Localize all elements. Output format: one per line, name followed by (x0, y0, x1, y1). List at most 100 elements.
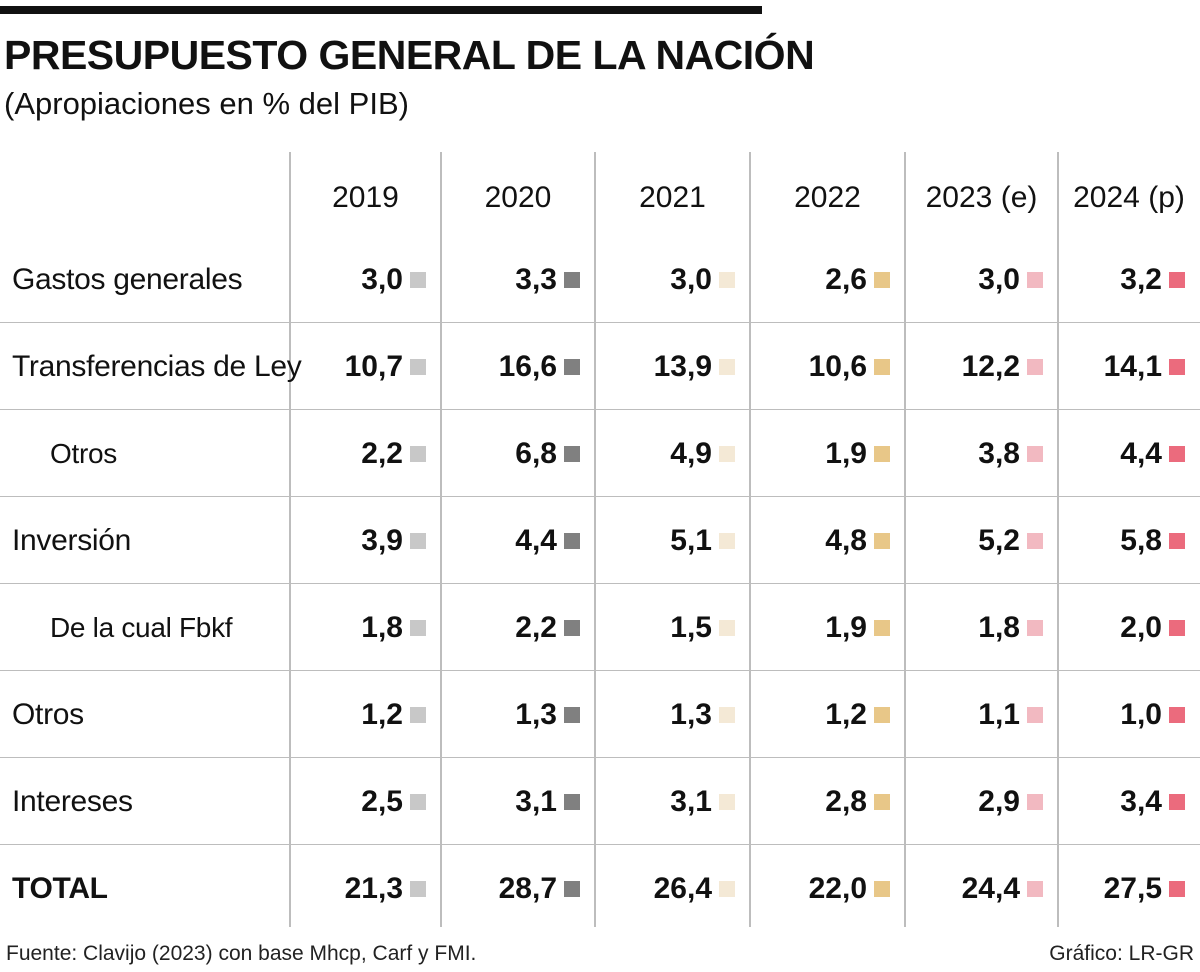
row-divider (0, 757, 1200, 758)
data-cell: 1,3 (595, 693, 738, 737)
row-label: Otros (50, 438, 117, 469)
color-marker (874, 794, 890, 810)
data-cell: 1,3 (441, 693, 583, 737)
data-cell: 1,1 (905, 693, 1046, 737)
color-marker (1027, 707, 1043, 723)
column-header: 2020 (484, 181, 552, 214)
column-header: 2022 (794, 181, 861, 214)
column-separator (749, 152, 751, 927)
value-label: 2,0 (1120, 611, 1162, 644)
graphic-credit: Gráfico: LR-GR (1049, 942, 1194, 965)
source-note: Fuente: Clavijo (2023) con base Mhcp, Ca… (6, 942, 477, 965)
value-label: 5,8 (1120, 524, 1162, 557)
data-cell: 28,7 (441, 867, 583, 911)
value-label: 26,4 (653, 872, 712, 905)
data-cell: 2,6 (750, 258, 893, 302)
data-cell: 5,2 (905, 519, 1046, 563)
value-label: 5,1 (670, 524, 712, 557)
data-cell: 21,3 (290, 867, 429, 911)
value-label: 10,6 (808, 350, 867, 383)
value-label: 4,4 (515, 524, 557, 557)
data-cell: 16,6 (441, 345, 583, 389)
color-marker (564, 794, 580, 810)
row-divider (0, 844, 1200, 845)
column-header: 2021 (639, 181, 706, 214)
data-cell: 3,1 (441, 780, 583, 824)
value-label: 3,9 (361, 524, 403, 557)
color-marker (1169, 533, 1185, 549)
color-marker (874, 620, 890, 636)
data-cell: 4,9 (595, 432, 738, 476)
data-cell: 27,5 (1058, 867, 1188, 911)
column-header: 2023 (e) (925, 181, 1038, 214)
value-label: 1,1 (978, 698, 1020, 731)
data-cell: 3,0 (595, 258, 738, 302)
color-marker (410, 620, 426, 636)
value-label: 2,8 (825, 785, 867, 818)
value-label: 1,8 (361, 611, 403, 644)
data-cell: 3,2 (1058, 258, 1188, 302)
color-marker (1169, 794, 1185, 810)
row-label: Intereses (12, 785, 133, 818)
color-marker (719, 794, 735, 810)
data-cell: 3,1 (595, 780, 738, 824)
value-label: 12,2 (961, 350, 1020, 383)
value-label: 3,4 (1120, 785, 1162, 818)
column-separator (904, 152, 906, 927)
color-marker (719, 272, 735, 288)
data-cell: 2,9 (905, 780, 1046, 824)
data-cell: 14,1 (1058, 345, 1188, 389)
color-marker (719, 533, 735, 549)
data-cell: 4,8 (750, 519, 893, 563)
data-cell: 24,4 (905, 867, 1046, 911)
color-marker (564, 533, 580, 549)
value-label: 21,3 (344, 872, 403, 905)
column-separator (440, 152, 442, 927)
data-cell: 1,2 (750, 693, 893, 737)
row-label: Gastos generales (12, 263, 243, 296)
color-marker (874, 446, 890, 462)
color-marker (1169, 359, 1185, 375)
value-label: 27,5 (1103, 872, 1162, 905)
color-marker (1027, 446, 1043, 462)
value-label: 1,9 (825, 437, 867, 470)
color-marker (1169, 446, 1185, 462)
color-marker (1027, 533, 1043, 549)
color-marker (410, 272, 426, 288)
value-label: 6,8 (515, 437, 557, 470)
value-label: 3,8 (978, 437, 1020, 470)
color-marker (564, 620, 580, 636)
data-cell: 1,0 (1058, 693, 1188, 737)
color-marker (1027, 272, 1043, 288)
value-label: 1,0 (1120, 698, 1162, 731)
value-label: 1,3 (670, 698, 712, 731)
data-cell: 6,8 (441, 432, 583, 476)
color-marker (1169, 707, 1185, 723)
data-cell: 1,5 (595, 606, 738, 650)
data-cell: 3,3 (441, 258, 583, 302)
data-cell: 1,9 (750, 432, 893, 476)
color-marker (1169, 881, 1185, 897)
value-label: 16,6 (498, 350, 557, 383)
color-marker (874, 272, 890, 288)
color-marker (1169, 272, 1185, 288)
value-label: 3,0 (361, 263, 403, 296)
value-label: 1,5 (670, 611, 712, 644)
color-marker (1027, 359, 1043, 375)
color-marker (410, 881, 426, 897)
data-cell: 3,4 (1058, 780, 1188, 824)
color-marker (719, 620, 735, 636)
value-label: 3,3 (515, 263, 557, 296)
chart-title: PRESUPUESTO GENERAL DE LA NACIÓN (4, 32, 815, 78)
value-label: 3,2 (1120, 263, 1162, 296)
value-label: 4,9 (670, 437, 712, 470)
color-marker (410, 359, 426, 375)
row-label: De la cual Fbkf (50, 612, 233, 643)
value-label: 28,7 (498, 872, 557, 905)
data-cell: 10,7 (290, 345, 429, 389)
color-marker (1027, 881, 1043, 897)
data-cell: 2,8 (750, 780, 893, 824)
value-label: 2,2 (515, 611, 557, 644)
row-label: Otros (12, 698, 84, 731)
data-cell: 2,2 (441, 606, 583, 650)
